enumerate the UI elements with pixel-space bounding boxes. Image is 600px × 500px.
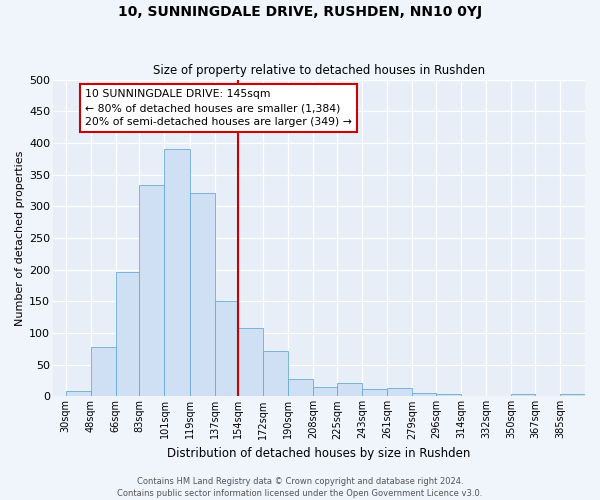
Title: Size of property relative to detached houses in Rushden: Size of property relative to detached ho… — [153, 64, 485, 77]
Bar — [412, 392, 436, 396]
Bar — [289, 378, 313, 396]
Bar — [313, 387, 337, 396]
Bar — [116, 272, 139, 396]
Bar — [65, 392, 91, 396]
Text: Contains HM Land Registry data © Crown copyright and database right 2024.
Contai: Contains HM Land Registry data © Crown c… — [118, 476, 482, 498]
Text: 10, SUNNINGDALE DRIVE, RUSHDEN, NN10 0YJ: 10, SUNNINGDALE DRIVE, RUSHDEN, NN10 0YJ — [118, 5, 482, 19]
Bar — [560, 394, 585, 396]
Bar — [263, 351, 289, 397]
Bar — [139, 186, 164, 396]
Bar — [337, 383, 362, 396]
Bar — [164, 150, 190, 396]
Bar — [91, 347, 116, 397]
Y-axis label: Number of detached properties: Number of detached properties — [15, 150, 25, 326]
Bar — [436, 394, 461, 396]
X-axis label: Distribution of detached houses by size in Rushden: Distribution of detached houses by size … — [167, 447, 471, 460]
Bar — [387, 388, 412, 396]
Bar — [362, 389, 387, 396]
Bar — [238, 328, 263, 396]
Text: 10 SUNNINGDALE DRIVE: 145sqm
← 80% of detached houses are smaller (1,384)
20% of: 10 SUNNINGDALE DRIVE: 145sqm ← 80% of de… — [85, 89, 352, 127]
Bar — [511, 394, 535, 396]
Bar — [215, 302, 238, 396]
Bar — [190, 193, 215, 396]
